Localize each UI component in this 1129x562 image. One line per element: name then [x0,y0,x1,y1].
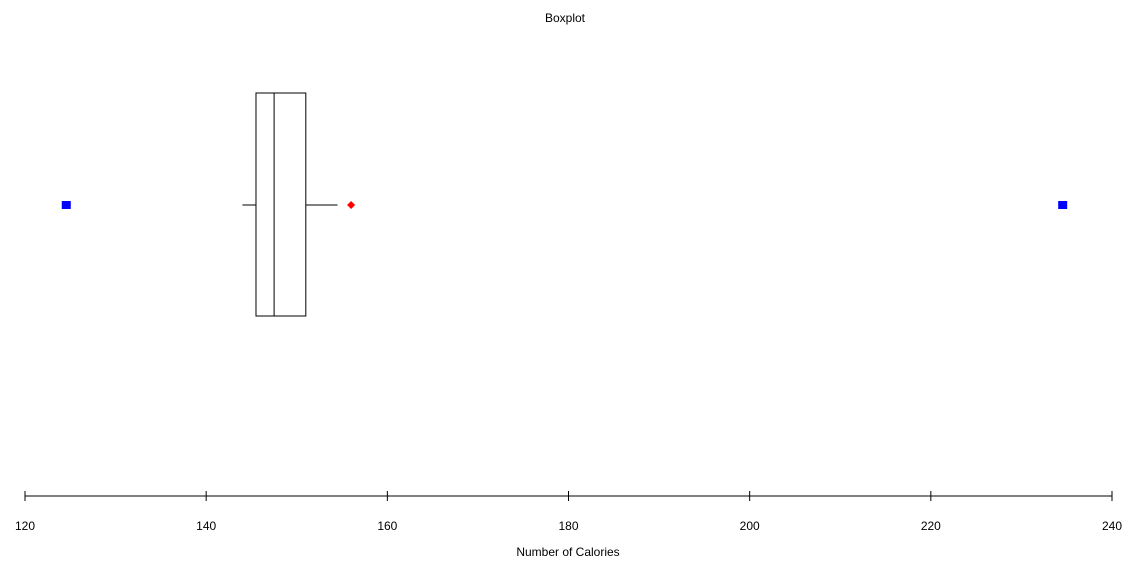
x-tick-label: 120 [15,519,35,533]
x-tick-label: 240 [1102,519,1122,533]
x-axis-label: Number of Calories [516,545,619,559]
outliers-group [61,201,1068,209]
x-tick-label: 140 [196,519,216,533]
chart-title: Boxplot [545,11,586,25]
mild-outlier-point [347,201,356,209]
x-tick-label: 200 [740,519,760,533]
box-group [242,92,338,317]
x-tick-label: 180 [558,519,578,533]
extreme-outlier-point [61,201,71,209]
extreme-outlier-point [1058,201,1068,209]
x-axis-ticks: 120 140 160 180 200 220 240 [15,491,1122,533]
iqr-box [255,92,307,317]
x-axis: 120 140 160 180 200 220 240 [15,491,1122,533]
x-tick-label: 160 [377,519,397,533]
x-tick-label: 220 [921,519,941,533]
